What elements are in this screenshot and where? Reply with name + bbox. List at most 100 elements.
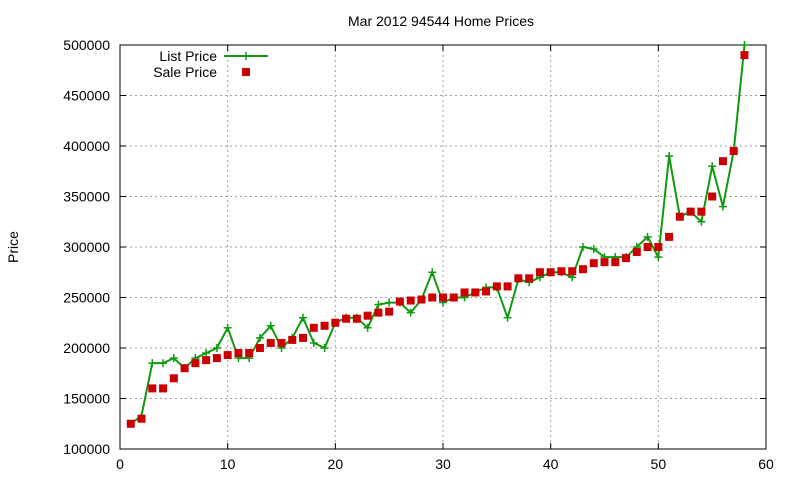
sale-price-point <box>202 356 211 365</box>
sale-price-point <box>255 344 264 352</box>
sale-price-point <box>460 288 469 297</box>
list-price-point <box>740 41 749 49</box>
sale-price-point <box>546 268 555 277</box>
sale-price-point <box>514 274 523 283</box>
list-price-point <box>363 323 372 332</box>
sale-price-point <box>169 374 178 383</box>
sale-price-point <box>374 308 383 317</box>
sale-price-point <box>320 321 329 330</box>
sale-price-point <box>439 293 447 302</box>
series-1 <box>126 51 749 428</box>
list-price-point <box>202 349 211 358</box>
list-price-point <box>148 359 157 368</box>
x-tick-label: 20 <box>328 456 344 472</box>
sale-price-point <box>557 267 566 276</box>
list-price-point <box>159 359 168 368</box>
sale-price-point <box>385 307 394 316</box>
sale-price-point <box>266 338 275 347</box>
list-price-point <box>406 308 415 317</box>
x-tick-label: 0 <box>116 456 124 472</box>
sale-price-point <box>471 288 480 297</box>
legend-label: Sale Price <box>153 64 217 80</box>
sale-price-point <box>665 232 674 241</box>
sale-price-point <box>234 349 243 358</box>
list-price-point <box>654 253 663 262</box>
list-price-point <box>255 333 264 342</box>
sale-price-point <box>654 243 663 251</box>
sale-price-point <box>137 414 146 423</box>
sale-price-point <box>212 354 221 363</box>
list-price-point <box>212 344 221 352</box>
axis-ticks: 0 10 20 30 40 50 60 100000 150000 200000 250000 300… <box>63 37 774 472</box>
sale-price-point <box>180 364 189 373</box>
sale-price-point <box>245 349 254 358</box>
x-tick-label: 10 <box>220 456 236 472</box>
sale-price-point <box>342 314 351 323</box>
sale-price-point <box>309 323 318 332</box>
x-tick-label: 30 <box>435 456 451 472</box>
sale-price-point <box>482 287 491 296</box>
list-price-point <box>385 298 394 307</box>
y-tick-label: 500000 <box>63 37 110 53</box>
list-price-point <box>503 313 512 322</box>
y-tick-label: 300000 <box>63 239 110 255</box>
y-tick-label: 400000 <box>63 138 110 154</box>
y-tick-label: 200000 <box>63 340 110 356</box>
list-price-point <box>578 243 587 251</box>
series-0 <box>126 41 749 428</box>
list-price-point <box>643 232 652 241</box>
sale-price-point <box>352 314 361 323</box>
sale-price-point <box>525 274 534 283</box>
sale-price-point <box>632 248 641 257</box>
sale-price-point <box>363 311 372 320</box>
sale-price-point <box>277 338 286 347</box>
sale-price-point <box>299 333 308 342</box>
y-tick-label: 350000 <box>63 189 110 205</box>
y-axis-label: Price <box>5 231 21 263</box>
list-price-point <box>428 268 437 277</box>
y-tick-label: 100000 <box>63 441 110 457</box>
sale-price-point <box>729 147 738 156</box>
sale-price-point <box>331 318 340 327</box>
list-price-line <box>130 44 746 425</box>
list-price-point <box>697 217 706 226</box>
x-tick-label: 60 <box>758 456 774 472</box>
sale-price-point <box>589 259 598 268</box>
legend-marker <box>242 68 250 76</box>
list-price-point <box>374 300 383 309</box>
sale-price-point <box>568 267 577 276</box>
list-price-point <box>169 354 178 363</box>
list-price-point <box>320 344 329 352</box>
sale-price-point <box>148 384 157 393</box>
sale-price-point <box>643 243 652 251</box>
list-price-point <box>589 245 598 254</box>
sale-price-point <box>428 293 437 302</box>
sale-price-point <box>535 268 544 277</box>
list-price-point <box>718 202 727 211</box>
list-price-point <box>299 313 308 322</box>
y-tick-label: 150000 <box>63 391 110 407</box>
sale-price-point <box>417 295 426 304</box>
sale-price-point <box>449 293 458 302</box>
x-tick-label: 40 <box>543 456 559 472</box>
sale-price-point <box>578 265 587 274</box>
sale-price-point <box>288 335 297 344</box>
y-tick-label: 250000 <box>63 290 110 306</box>
legend-label: List Price <box>159 48 217 64</box>
sale-price-point <box>600 258 609 267</box>
list-price-point <box>223 323 232 332</box>
sale-price-point <box>675 212 684 221</box>
sale-price-point <box>697 207 706 216</box>
sale-price-point <box>708 192 717 201</box>
sale-price-point <box>492 282 501 291</box>
sale-price-point <box>406 296 415 305</box>
sale-price-point <box>686 207 695 216</box>
sale-price-point <box>395 297 404 306</box>
sale-price-point <box>740 51 749 60</box>
y-tick-label: 450000 <box>63 88 110 104</box>
sale-price-point <box>159 384 168 393</box>
list-price-point <box>309 338 318 347</box>
x-tick-label: 50 <box>651 456 667 472</box>
